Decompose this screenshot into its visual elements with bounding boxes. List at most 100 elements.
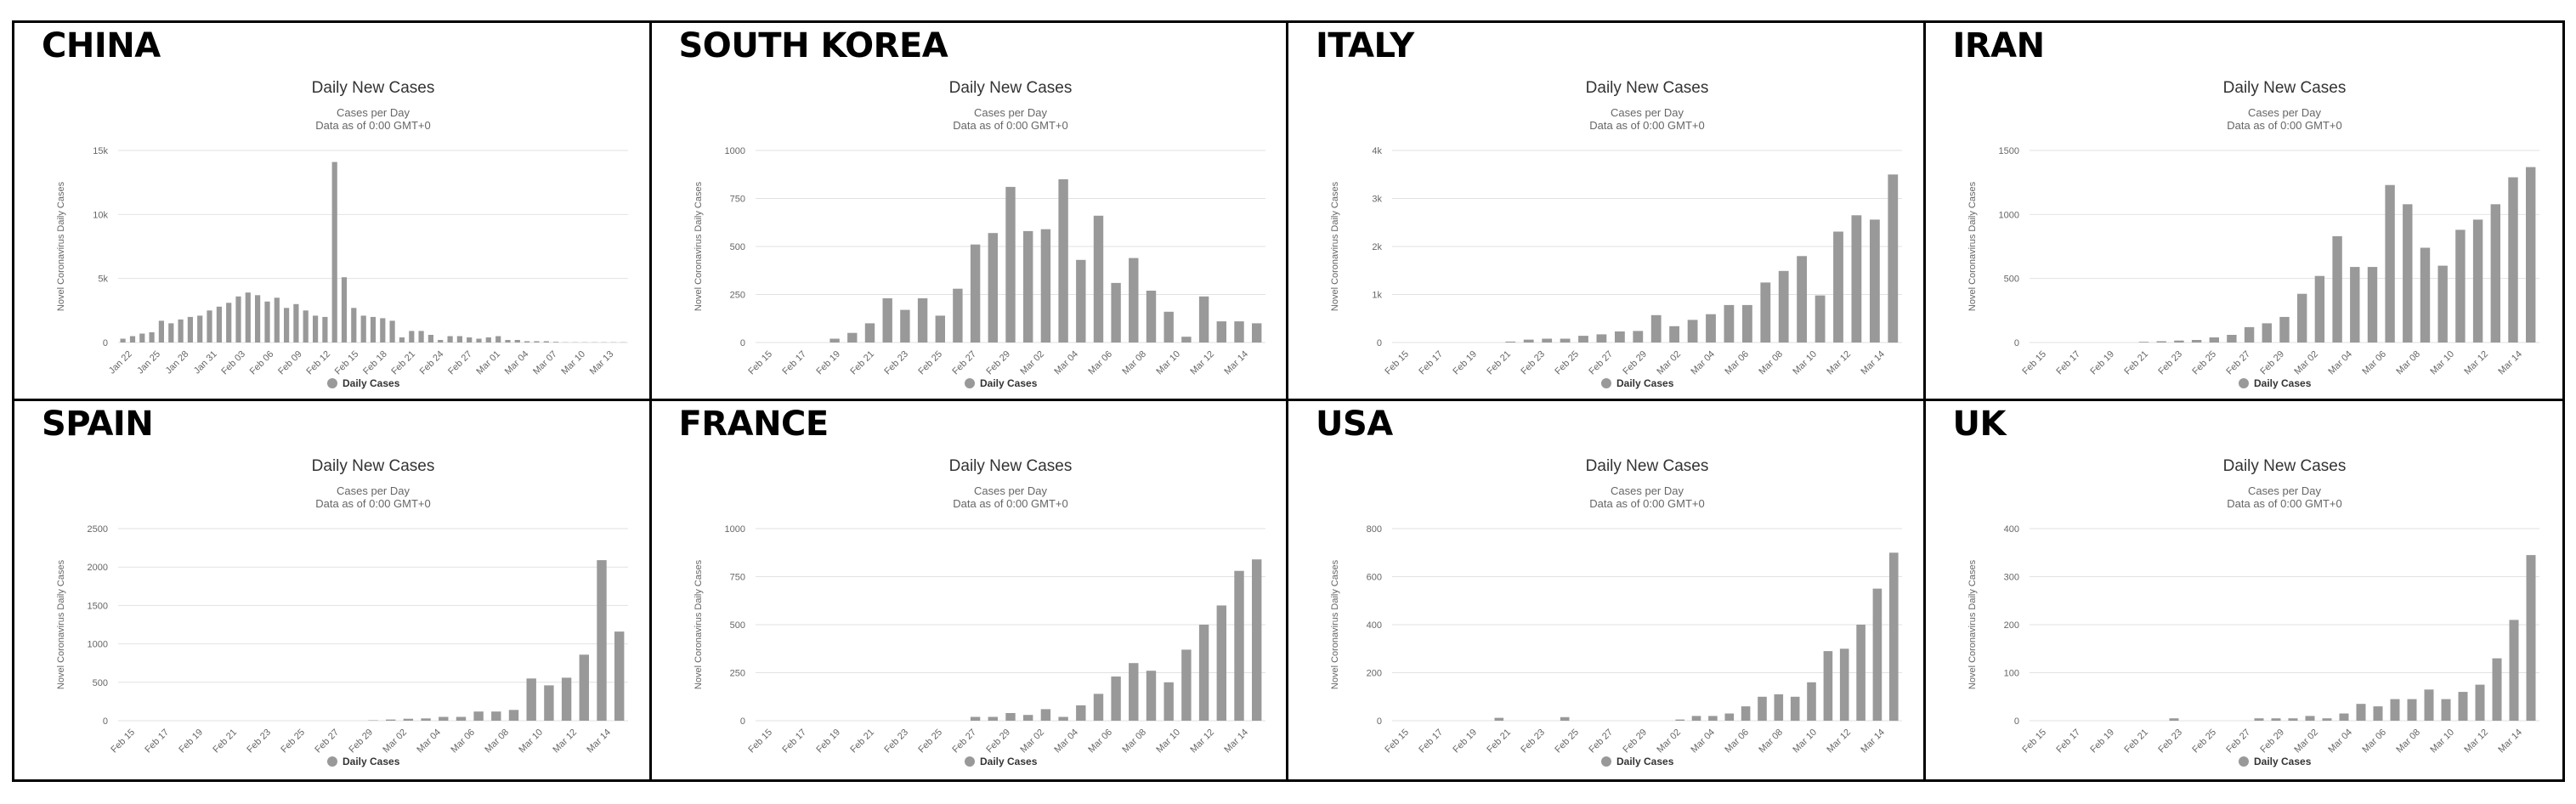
bar bbox=[1774, 694, 1784, 721]
x-tick-label: Mar 04 bbox=[2326, 728, 2354, 756]
bar bbox=[438, 340, 444, 343]
country-title: USA bbox=[1316, 405, 1393, 444]
x-tick-label: Mar 12 bbox=[2462, 728, 2490, 756]
y-axis-label: Novel Coronavirus Daily Cases bbox=[694, 181, 704, 311]
x-tick-label: Mar 06 bbox=[1723, 349, 1751, 377]
bar bbox=[1560, 338, 1571, 343]
bar bbox=[1741, 706, 1751, 721]
bar bbox=[2254, 718, 2263, 721]
bar bbox=[899, 309, 910, 343]
y-tick-label: 3k bbox=[1372, 195, 1382, 205]
x-tick-label: Mar 08 bbox=[1120, 349, 1148, 377]
bar bbox=[120, 338, 126, 343]
bar bbox=[1797, 256, 1807, 343]
x-tick-label: Jan 28 bbox=[164, 349, 191, 377]
chart-title: Daily New Cases bbox=[312, 457, 435, 475]
y-tick-label: 0 bbox=[1377, 338, 1382, 348]
x-tick-label: Feb 25 bbox=[1553, 349, 1581, 377]
bar bbox=[187, 316, 193, 343]
bar bbox=[341, 277, 348, 343]
bar bbox=[139, 333, 145, 343]
bar bbox=[2390, 699, 2399, 721]
x-tick-label: Mar 12 bbox=[2462, 349, 2490, 377]
legend-label: Daily Cases bbox=[980, 756, 1038, 767]
x-tick-label: Mar 14 bbox=[2496, 728, 2524, 756]
bar bbox=[1687, 320, 1698, 343]
bar bbox=[1057, 716, 1068, 721]
x-tick-label: Mar 10 bbox=[1154, 349, 1182, 377]
y-tick-label: 500 bbox=[2003, 275, 2018, 285]
x-tick-label: Feb 21 bbox=[848, 728, 876, 756]
chart-subtitle-date: Data as of 0:00 GMT+0 bbox=[953, 497, 1067, 510]
x-tick-label: Jan 31 bbox=[192, 349, 219, 377]
legend-marker bbox=[964, 378, 975, 388]
chart-subtitle: Cases per Day bbox=[337, 106, 410, 119]
x-tick-label: Feb 29 bbox=[2258, 728, 2286, 756]
x-tick-label: Feb 23 bbox=[882, 349, 910, 377]
bar bbox=[197, 315, 203, 343]
x-tick-label: Feb 29 bbox=[347, 728, 375, 756]
bar bbox=[235, 296, 241, 343]
bar bbox=[1110, 677, 1121, 721]
x-tick-label: Mar 10 bbox=[2428, 349, 2456, 377]
x-tick-label: Mar 04 bbox=[503, 349, 531, 377]
bar bbox=[952, 288, 963, 343]
y-tick-label: 1k bbox=[1372, 291, 1382, 301]
x-tick-label: Feb 24 bbox=[418, 349, 446, 377]
bar bbox=[421, 718, 431, 721]
legend-marker bbox=[327, 756, 337, 767]
bar bbox=[526, 678, 536, 721]
chart-subtitle-date: Data as of 0:00 GMT+0 bbox=[315, 497, 430, 510]
x-tick-label: Feb 21 bbox=[211, 728, 239, 756]
bar bbox=[1596, 334, 1607, 343]
bar bbox=[495, 336, 501, 343]
x-tick-label: Feb 27 bbox=[446, 349, 474, 377]
x-tick-label: Feb 21 bbox=[1485, 349, 1513, 377]
chart-panel-south-korea: SOUTH KOREA Daily New Cases Cases per Day D… bbox=[651, 23, 1288, 401]
bar bbox=[274, 297, 280, 343]
y-tick-label: 0 bbox=[2013, 716, 2018, 727]
x-tick-label: Feb 29 bbox=[984, 349, 1012, 377]
bar bbox=[1633, 331, 1644, 343]
bar bbox=[2458, 692, 2467, 721]
y-tick-label: 0 bbox=[103, 338, 108, 348]
legend-label: Daily Cases bbox=[343, 377, 400, 389]
bar bbox=[1778, 270, 1789, 343]
y-axis-label: Novel Coronavirus Daily Cases bbox=[694, 559, 704, 689]
bar bbox=[1233, 321, 1244, 343]
x-tick-label: Mar 04 bbox=[415, 728, 443, 756]
x-tick-label: Mar 02 bbox=[2292, 349, 2320, 377]
y-axis-label: Novel Coronavirus Daily Cases bbox=[1967, 181, 1978, 311]
chart-subtitle-date: Data as of 0:00 GMT+0 bbox=[1589, 119, 1704, 132]
legend-label: Daily Cases bbox=[980, 377, 1038, 389]
bar bbox=[456, 336, 462, 343]
x-tick-label: Mar 14 bbox=[1222, 728, 1250, 756]
bar bbox=[1760, 282, 1771, 343]
bar bbox=[284, 308, 290, 343]
y-tick-label: 600 bbox=[1367, 573, 1382, 583]
y-tick-label: 400 bbox=[2003, 524, 2018, 535]
x-tick-label: Feb 03 bbox=[219, 349, 247, 377]
x-tick-label: Mar 02 bbox=[1655, 349, 1683, 377]
bar bbox=[386, 719, 396, 721]
bar bbox=[2173, 340, 2184, 343]
bar bbox=[1057, 178, 1068, 343]
bar bbox=[2509, 620, 2518, 721]
y-tick-label: 200 bbox=[2003, 620, 2018, 631]
bar bbox=[1022, 715, 1033, 721]
x-tick-label: Feb 09 bbox=[276, 349, 304, 377]
y-tick-label: 250 bbox=[729, 291, 744, 301]
x-tick-label: Mar 14 bbox=[1222, 349, 1250, 377]
bar bbox=[2472, 219, 2483, 343]
bar bbox=[473, 711, 484, 721]
x-tick-label: Mar 04 bbox=[1689, 349, 1717, 377]
chart-panel-usa: USA Daily New Cases Cases per Day Data as o… bbox=[1288, 401, 1926, 779]
chart-subtitle: Cases per Day bbox=[1611, 106, 1684, 119]
bar bbox=[1523, 339, 1534, 343]
bar bbox=[1742, 304, 1752, 343]
bar bbox=[1146, 291, 1156, 343]
bar bbox=[882, 298, 892, 343]
bar bbox=[2191, 340, 2201, 343]
